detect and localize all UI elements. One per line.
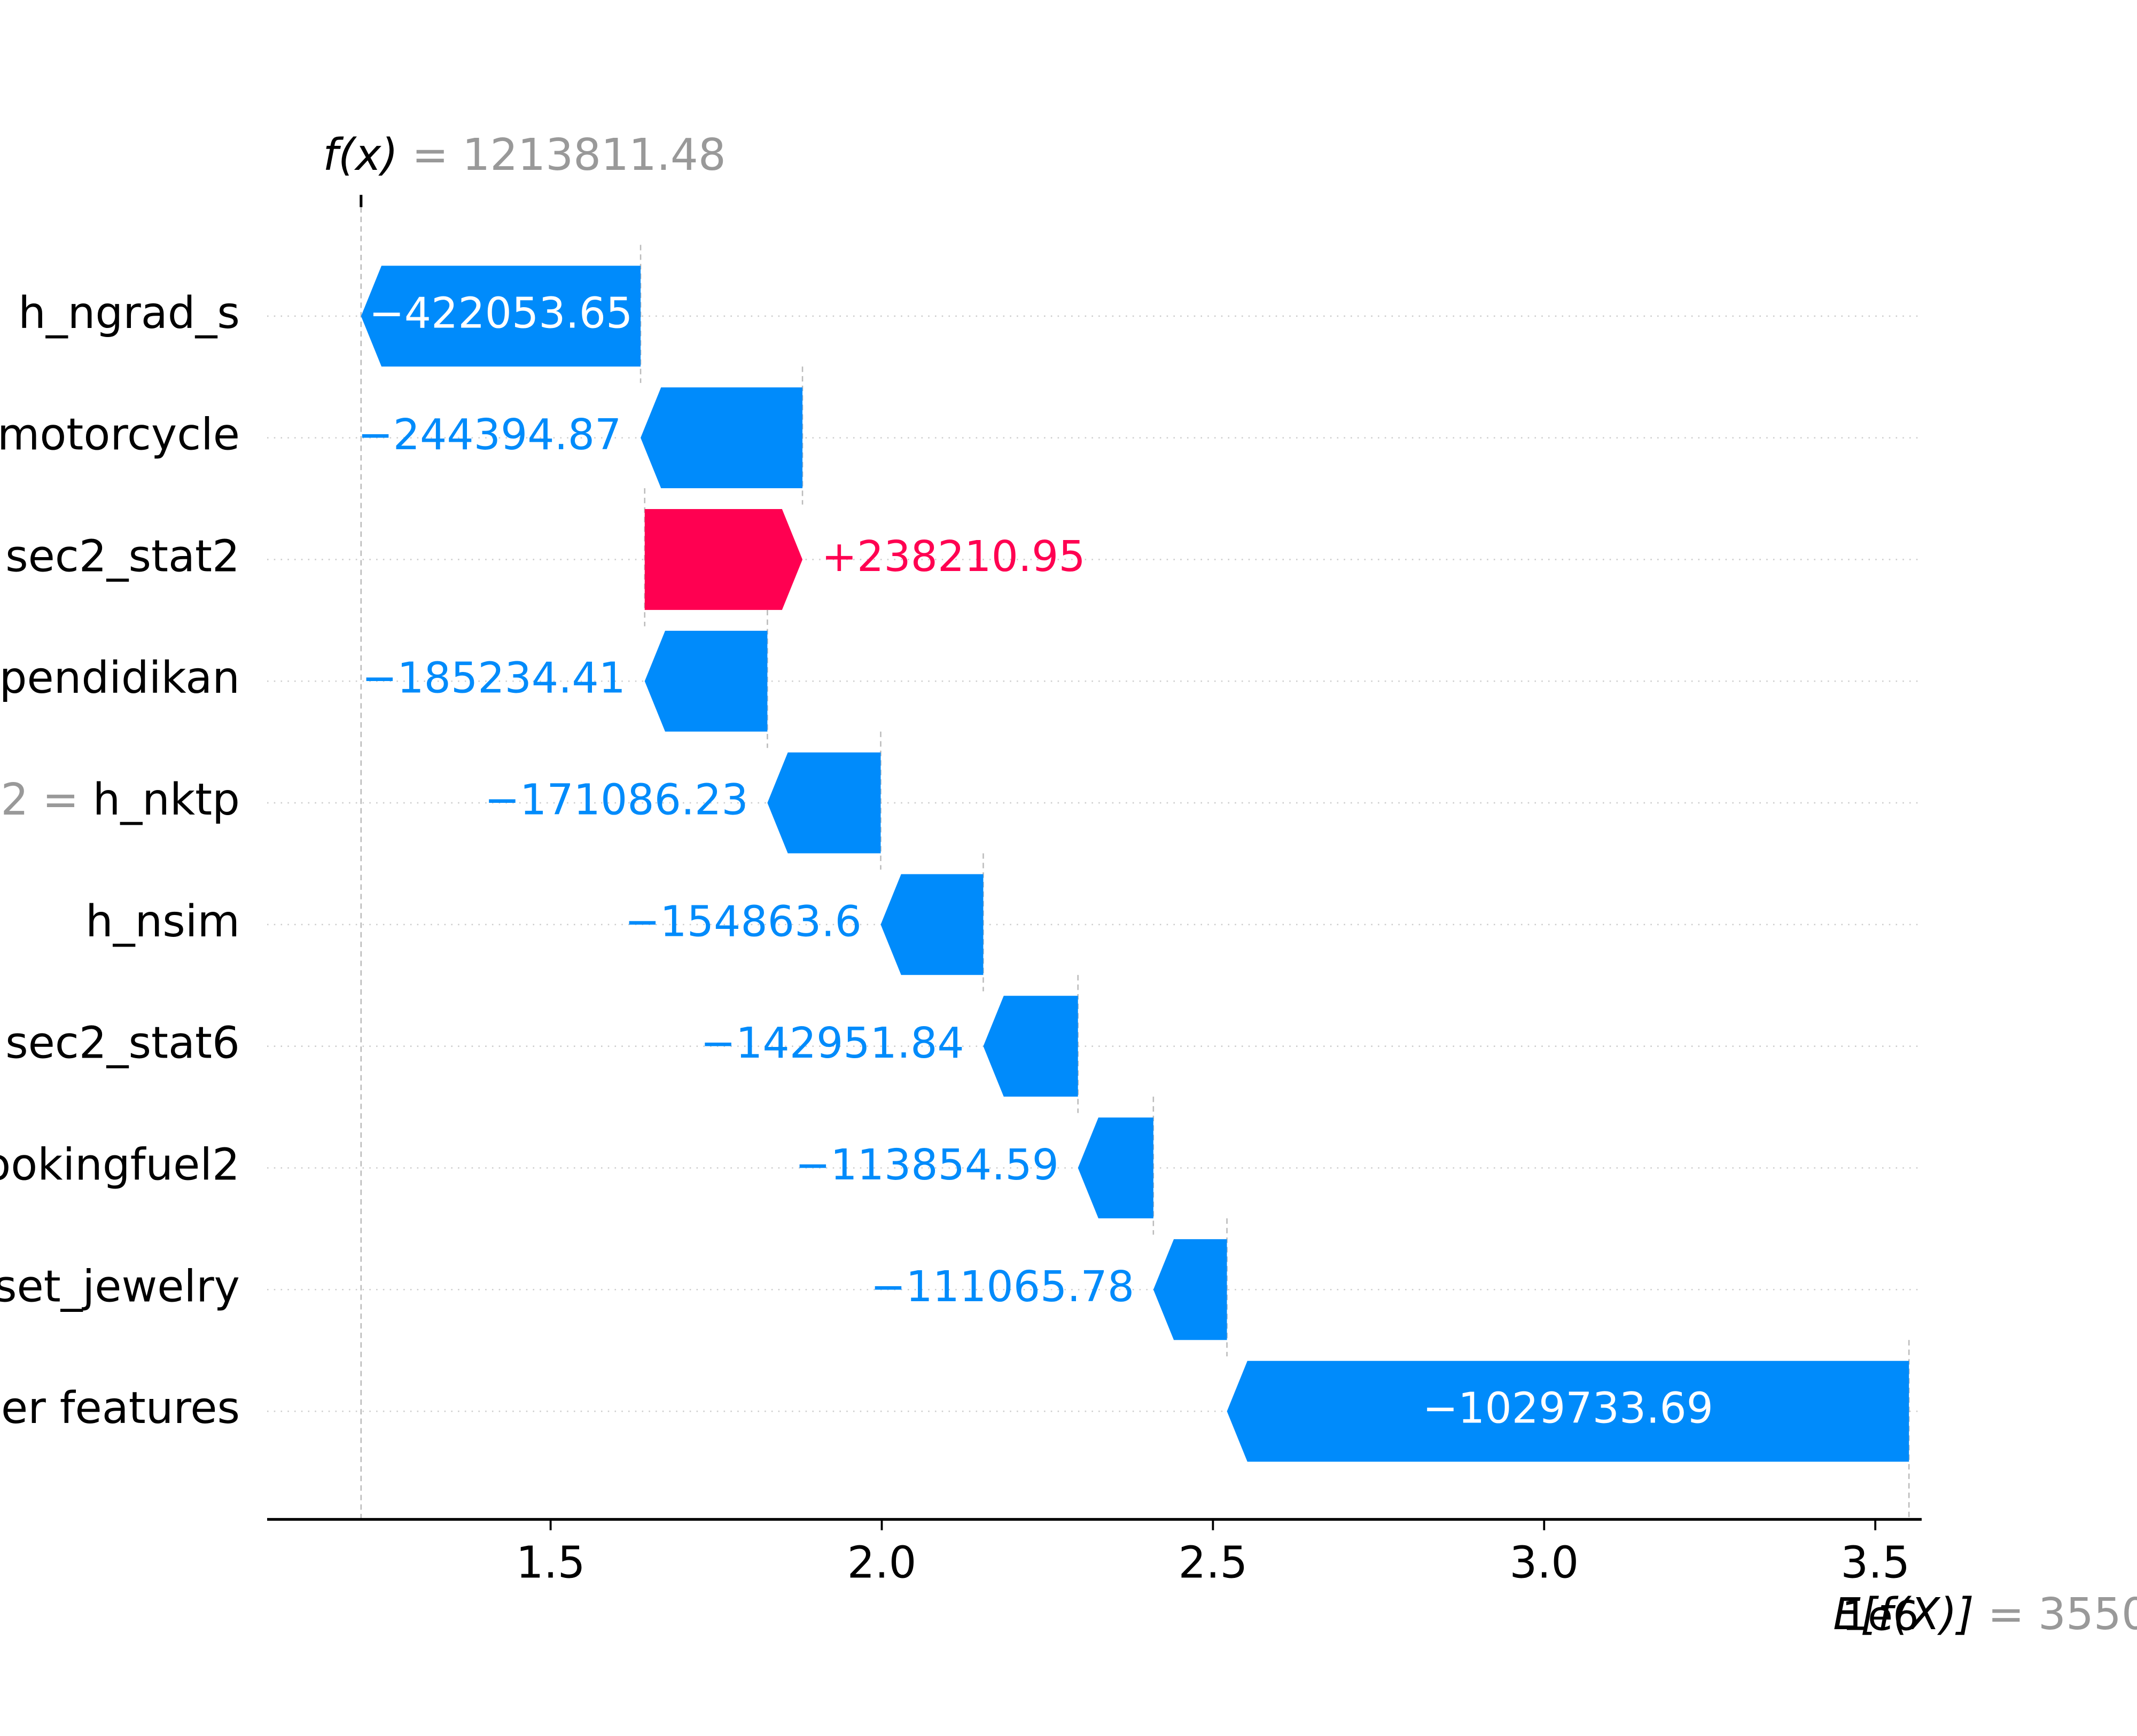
x-tick-label: 3.0 [1509,1538,1579,1589]
value-label: −185234.41 [362,654,626,703]
x-offset-label: 1e6 [1842,1593,1918,1640]
bar [1227,1360,1909,1462]
feature-label: asset_jewelry [0,1262,240,1312]
bar [880,874,984,975]
value-label: −422053.65 [369,288,633,338]
bar [983,996,1078,1097]
x-tick-label: 2.5 [1178,1538,1247,1589]
equals-sign: = [412,130,448,181]
feature-label: other features [0,1383,240,1434]
feature-label: pendidikan [0,653,240,704]
feature-name: sec2_stat6 [5,1018,240,1069]
value-label: −111065.78 [870,1262,1134,1311]
value-label: −244394.87 [357,410,621,459]
x-tick-label: 2.0 [847,1538,917,1589]
fx-value: 1213811.48 [462,130,726,181]
feature-label: h_ngrad_s [18,288,240,339]
value-label: −171086.23 [485,776,748,825]
feature-name: pendidikan [0,653,240,704]
fx-name: f(x) [323,130,398,181]
bar [641,387,803,489]
bar [1153,1239,1227,1340]
feature-name: cookingfuel2 [0,1140,240,1191]
value-label: +238210.95 [822,532,1086,581]
expected-value: 3550839.19 [2038,1590,2137,1640]
feature-label: sec2_stat2 [5,531,240,582]
equals-sign: = [42,775,79,826]
bar [644,509,803,610]
x-tick-label: 3.5 [1840,1538,1910,1589]
feature-name: h_ngrad_s [18,288,240,339]
feature-name: h_nktp [93,775,240,826]
feature-value: 2 [1,775,28,826]
value-label: −113854.59 [795,1140,1059,1190]
bar [644,630,768,732]
bar [361,265,641,367]
x-tick-label: 1.5 [516,1538,586,1589]
feature-name: motorcycle [0,410,240,460]
feature-label: motorcycle [0,410,240,460]
fx-label: f(x) = 1213811.48 [323,130,726,181]
feature-label: sec2_stat6 [5,1018,240,1069]
feature-name: sec2_stat2 [5,531,240,582]
expected-name: E[f(X)] [1833,1590,1974,1640]
feature-label: 2 = h_nktp [1,775,240,826]
value-label: −1029733.69 [1423,1384,1713,1433]
value-label: −154863.6 [625,897,862,946]
feature-label: h_nsim [85,896,240,947]
value-label: −142951.84 [700,1019,964,1068]
equals-sign: = [1988,1590,2024,1640]
feature-label: cookingfuel2 [0,1140,240,1191]
expected-label: E[f(X)] = 3550839.19 [1833,1590,2137,1640]
feature-name: asset_jewelry [0,1262,240,1312]
feature-name: h_nsim [85,896,240,947]
bar [767,752,881,854]
bar [1078,1117,1153,1218]
feature-name: other features [0,1383,240,1434]
